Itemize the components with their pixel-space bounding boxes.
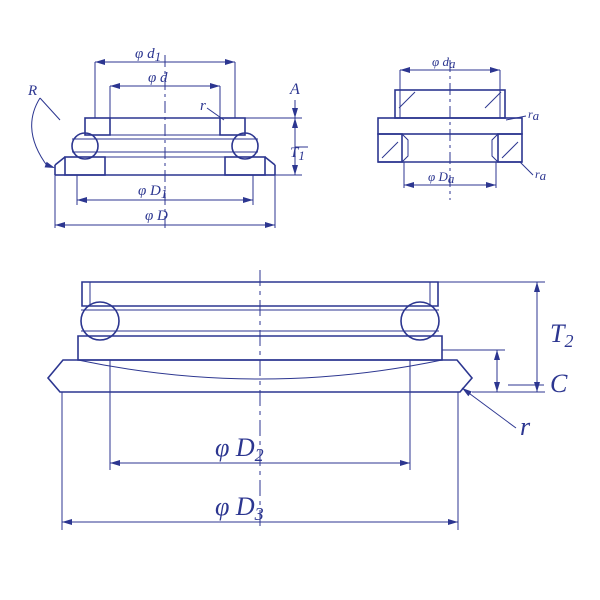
svg-text:r: r: [520, 412, 531, 441]
svg-text:R: R: [27, 83, 37, 99]
svg-text:φ D: φ D: [145, 208, 168, 224]
svg-text:φ D1: φ D1: [138, 183, 167, 201]
svg-text:T1: T1: [290, 145, 305, 163]
svg-text:A: A: [289, 81, 300, 98]
svg-text:φ D2: φ D2: [215, 433, 264, 465]
svg-text:T2: T2: [550, 319, 573, 351]
svg-text:φ da: φ da: [432, 54, 456, 71]
top-right-view: φ da ra ra φ Da: [378, 54, 547, 200]
svg-text:C: C: [550, 369, 568, 398]
svg-text:r: r: [200, 98, 206, 114]
svg-text:φ d1: φ d1: [135, 46, 161, 64]
svg-text:ra: ra: [535, 167, 547, 183]
svg-text:ra: ra: [528, 107, 540, 123]
bottom-view: T2 C r φ D2 φ D3: [48, 270, 573, 530]
svg-text:φ d: φ d: [148, 70, 168, 86]
top-left-view: φ d1 φ d r R: [27, 46, 308, 230]
bearing-diagram: φ d1 φ d r R: [0, 0, 600, 600]
svg-text:φ Da: φ Da: [428, 169, 455, 186]
svg-text:φ D3: φ D3: [215, 492, 264, 524]
